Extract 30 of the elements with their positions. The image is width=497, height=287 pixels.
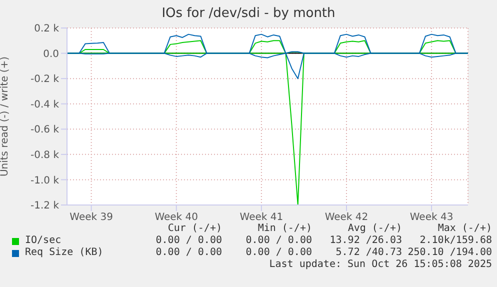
x-tick-label: Week 39 xyxy=(70,212,113,224)
legend-label: IO/sec xyxy=(24,235,62,247)
text: 2.10k/159.68 xyxy=(418,235,492,247)
text: 0.00 / 0.00 xyxy=(244,235,312,247)
text: 0.00 / 0.00 xyxy=(244,247,312,259)
y-tick-label: 0.0 xyxy=(43,48,59,60)
chart-title: IOs for /dev/sdi - by month xyxy=(160,6,336,21)
legend-label: Req Size (KB) xyxy=(24,247,104,259)
y-tick-label: -1.0 k xyxy=(30,175,60,186)
x-tick-label: Week 41 xyxy=(240,212,284,224)
y-tick-label: -0.8 k xyxy=(30,150,60,161)
y-tick-label: -1.2 k xyxy=(30,200,60,212)
text: Max (-/+) xyxy=(436,223,492,235)
text: Last update: Sun Oct 26 15:05:08 2025 xyxy=(268,259,492,271)
x-tick-label: Week 42 xyxy=(324,212,368,224)
y-tick-label: -0.6 k xyxy=(30,124,60,136)
y-tick-label: -0.4 k xyxy=(30,99,60,110)
y-axis-title: Units read (-) / write (+) xyxy=(0,56,11,177)
text: 250.10 /194.00 xyxy=(406,247,492,259)
text: Cur (-/+) xyxy=(166,223,222,235)
y-tick-label: 0.2 k xyxy=(34,24,60,35)
text: 0.00 / 0.00 xyxy=(154,247,222,259)
x-tick-label: Week 43 xyxy=(410,212,454,224)
x-tick-label: Week 40 xyxy=(154,212,198,224)
text: Min (-/+) xyxy=(256,223,312,235)
text: 13.92 /26.03 xyxy=(328,235,402,247)
text: Avg (-/+) xyxy=(346,223,402,235)
y-tick-label: -0.2 k xyxy=(30,74,60,86)
text: 5.72 /40.73 xyxy=(334,247,402,259)
text: 0.00 / 0.00 xyxy=(154,235,222,247)
